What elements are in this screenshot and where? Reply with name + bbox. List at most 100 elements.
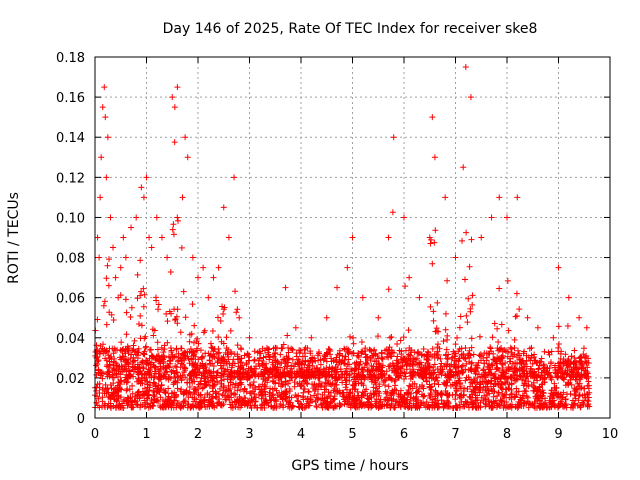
data-point-scatter: [239, 362, 246, 369]
data-point-scatter: [444, 361, 451, 368]
data-point-scatter: [177, 372, 184, 379]
data-point-noise: [380, 378, 387, 385]
data-point-noise: [96, 404, 103, 411]
data-point-noise: [178, 403, 185, 410]
data-point-scatter: [375, 365, 382, 372]
data-point-noise: [366, 398, 373, 405]
data-point-scatter: [456, 324, 463, 331]
data-point-noise: [315, 349, 322, 356]
data-point-scatter: [429, 260, 436, 267]
data-point-scatter: [174, 214, 181, 221]
data-point-noise: [456, 401, 463, 408]
data-point-noise: [414, 355, 421, 362]
data-point-noise: [285, 349, 292, 356]
data-point-scatter: [442, 326, 449, 333]
data-point-scatter: [312, 374, 319, 381]
data-point-scatter: [446, 368, 453, 375]
data-point-scatter: [245, 357, 252, 364]
data-point-scatter: [465, 352, 472, 359]
data-point-scatter: [172, 316, 179, 322]
x-tick-label: 9: [554, 427, 562, 442]
data-point-scatter: [167, 360, 174, 367]
data-point-scatter: [347, 333, 354, 340]
data-point: [122, 254, 129, 261]
data-point-scatter: [467, 366, 474, 373]
data-point-noise: [524, 398, 531, 405]
data-point-scatter: [498, 354, 505, 361]
data-point-noise: [548, 403, 555, 410]
data-point-scatter: [178, 244, 185, 251]
data-point-scatter: [512, 369, 519, 376]
data-point: [282, 284, 289, 291]
y-tick-label: 0.16: [56, 91, 85, 106]
data-point-noise: [277, 401, 284, 408]
data-point: [452, 254, 459, 261]
y-axis-label: ROTI / TECUs: [6, 192, 22, 284]
data-point-scatter: [227, 348, 234, 355]
data-point-noise: [470, 388, 477, 395]
data-point-noise: [243, 388, 250, 395]
y-tick-label: 0: [77, 412, 85, 427]
data-point-scatter: [111, 366, 118, 373]
data-point-noise: [320, 365, 327, 372]
data-point-scatter: [386, 344, 393, 351]
data-point: [101, 84, 108, 91]
data-point-scatter: [511, 336, 518, 343]
data-point: [246, 334, 253, 341]
data-point-noise: [257, 389, 264, 396]
data-point-scatter: [224, 373, 231, 380]
data-point-noise: [379, 402, 386, 409]
data-point-scatter: [468, 360, 475, 367]
data-point-scatter: [557, 350, 564, 357]
data-point-scatter: [355, 372, 362, 379]
data-point-scatter: [333, 359, 340, 366]
data-point-scatter: [528, 366, 535, 373]
data-point-scatter: [187, 346, 194, 353]
data-point-noise: [361, 388, 368, 395]
data-point-noise: [483, 379, 490, 386]
data-point-scatter: [450, 361, 457, 368]
data-point-noise: [132, 398, 139, 405]
data-point-scatter: [142, 370, 149, 377]
data-point-noise: [124, 394, 131, 401]
data-point-scatter: [554, 373, 561, 380]
data-point-scatter: [370, 363, 377, 370]
data-point-noise: [515, 347, 522, 354]
data-point-noise: [252, 398, 259, 405]
data-point-noise: [385, 354, 392, 361]
data-point-scatter: [552, 370, 559, 377]
data-point-noise: [317, 380, 324, 387]
data-point-scatter: [125, 356, 132, 363]
data-point-noise: [169, 401, 176, 408]
data-point-noise: [124, 397, 131, 404]
data-point-noise: [506, 358, 513, 365]
data-point-noise: [525, 404, 532, 411]
data-point-noise: [333, 381, 340, 388]
data-point-noise: [495, 401, 502, 408]
data-point-noise: [352, 366, 359, 373]
data-point: [112, 274, 119, 281]
data-point-noise: [406, 363, 413, 370]
data-point-noise: [224, 392, 231, 399]
data-point-noise: [111, 396, 118, 403]
data-point-scatter: [110, 359, 117, 366]
data-point-scatter: [541, 369, 548, 376]
data-point-noise: [297, 347, 304, 354]
data-point-noise: [415, 388, 422, 395]
data-point-scatter: [146, 355, 153, 362]
data-point-noise: [472, 404, 479, 411]
data-point-noise: [271, 397, 278, 404]
data-point-noise: [391, 386, 398, 393]
data-point-scatter: [415, 371, 422, 378]
data-point-noise: [244, 350, 251, 357]
data-point-scatter: [400, 334, 407, 341]
data-point-noise: [198, 403, 205, 410]
data-point-scatter: [209, 328, 216, 335]
data-point-noise: [185, 401, 192, 408]
data-point-noise: [387, 375, 394, 382]
data-point-scatter: [428, 371, 435, 378]
data-point-noise: [342, 396, 349, 403]
data-point-noise: [462, 377, 469, 384]
data-point: [375, 314, 382, 321]
data-point-scatter: [285, 371, 292, 378]
